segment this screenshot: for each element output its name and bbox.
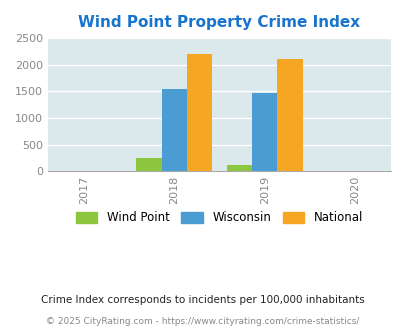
Bar (277, 59, 302, 171)
Bar (226, 165, 252, 171)
Bar (136, 158, 161, 171)
Text: Crime Index corresponds to incidents per 100,000 inhabitants: Crime Index corresponds to incidents per… (41, 295, 364, 305)
Title: Wind Point Property Crime Index: Wind Point Property Crime Index (78, 15, 360, 30)
Bar (252, 93, 277, 171)
Text: © 2025 CityRating.com - https://www.cityrating.com/crime-statistics/: © 2025 CityRating.com - https://www.city… (46, 317, 359, 326)
Bar (161, 89, 187, 171)
Legend: Wind Point, Wisconsin, National: Wind Point, Wisconsin, National (71, 207, 367, 229)
Bar (187, 54, 212, 171)
